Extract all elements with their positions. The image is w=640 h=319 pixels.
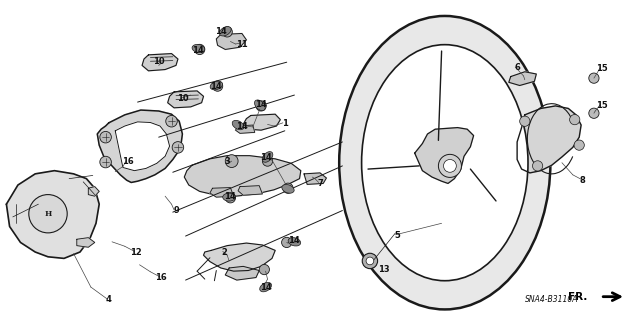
Polygon shape xyxy=(210,188,234,197)
Text: 4: 4 xyxy=(106,295,112,304)
Text: 10: 10 xyxy=(153,57,164,66)
Polygon shape xyxy=(243,114,280,130)
Text: 16: 16 xyxy=(156,273,167,282)
Circle shape xyxy=(222,27,232,37)
Circle shape xyxy=(100,156,111,168)
Text: 8: 8 xyxy=(580,176,585,185)
Polygon shape xyxy=(225,266,259,280)
Polygon shape xyxy=(184,156,301,196)
Text: 14: 14 xyxy=(193,46,204,55)
Polygon shape xyxy=(204,243,275,271)
Polygon shape xyxy=(415,128,474,183)
Polygon shape xyxy=(88,187,99,196)
Text: 5: 5 xyxy=(394,231,400,240)
Polygon shape xyxy=(509,72,536,85)
Text: SNA4-B3110A: SNA4-B3110A xyxy=(525,295,579,304)
Polygon shape xyxy=(304,173,326,184)
Ellipse shape xyxy=(223,193,236,201)
Polygon shape xyxy=(216,33,246,49)
Polygon shape xyxy=(238,186,262,195)
Polygon shape xyxy=(236,125,255,133)
Circle shape xyxy=(574,140,584,150)
Text: 14: 14 xyxy=(260,283,271,292)
Circle shape xyxy=(195,44,205,55)
Ellipse shape xyxy=(282,184,294,193)
Text: 14: 14 xyxy=(260,153,271,162)
Ellipse shape xyxy=(288,238,301,246)
Text: 14: 14 xyxy=(215,27,227,36)
Text: H: H xyxy=(44,210,52,218)
Text: 16: 16 xyxy=(122,157,134,166)
Polygon shape xyxy=(142,54,178,71)
Circle shape xyxy=(225,155,238,167)
Circle shape xyxy=(100,131,111,143)
Circle shape xyxy=(520,116,530,126)
Text: 9: 9 xyxy=(173,206,179,215)
Circle shape xyxy=(225,193,236,203)
Text: 3: 3 xyxy=(225,157,230,166)
Circle shape xyxy=(362,253,378,269)
Text: 13: 13 xyxy=(378,265,390,274)
Circle shape xyxy=(212,81,223,91)
Ellipse shape xyxy=(210,81,223,90)
Ellipse shape xyxy=(362,45,528,281)
Circle shape xyxy=(172,142,184,153)
Ellipse shape xyxy=(232,120,244,130)
Text: 12: 12 xyxy=(131,248,142,256)
Polygon shape xyxy=(115,122,170,171)
Ellipse shape xyxy=(255,100,265,111)
Text: 6: 6 xyxy=(514,63,520,72)
Text: 14: 14 xyxy=(289,236,300,245)
Ellipse shape xyxy=(192,44,205,53)
Circle shape xyxy=(589,73,599,83)
Ellipse shape xyxy=(339,16,550,309)
Circle shape xyxy=(438,154,461,177)
Text: 15: 15 xyxy=(596,101,607,110)
Text: 14: 14 xyxy=(255,100,267,109)
Circle shape xyxy=(166,115,177,127)
Text: 1: 1 xyxy=(282,119,288,128)
Circle shape xyxy=(589,108,599,118)
Circle shape xyxy=(532,161,543,171)
Ellipse shape xyxy=(220,26,231,36)
Circle shape xyxy=(262,156,273,166)
Text: 14: 14 xyxy=(211,82,222,91)
Polygon shape xyxy=(6,171,99,258)
Circle shape xyxy=(259,264,269,275)
Text: 11: 11 xyxy=(236,40,248,48)
Circle shape xyxy=(283,183,293,193)
Text: 7: 7 xyxy=(317,179,323,188)
Ellipse shape xyxy=(262,152,273,162)
Circle shape xyxy=(256,101,266,111)
Circle shape xyxy=(570,115,580,125)
Polygon shape xyxy=(517,106,581,173)
Text: 14: 14 xyxy=(225,192,236,201)
Text: 2: 2 xyxy=(221,248,227,256)
Text: FR.: FR. xyxy=(568,292,588,302)
Circle shape xyxy=(366,257,374,265)
Polygon shape xyxy=(97,110,182,182)
Polygon shape xyxy=(77,238,95,247)
Circle shape xyxy=(444,160,456,172)
Circle shape xyxy=(282,237,292,248)
Ellipse shape xyxy=(260,282,271,292)
Ellipse shape xyxy=(29,195,67,233)
Text: 15: 15 xyxy=(596,64,607,73)
Text: 14: 14 xyxy=(236,122,248,130)
Polygon shape xyxy=(168,91,204,108)
Text: 10: 10 xyxy=(177,94,188,103)
